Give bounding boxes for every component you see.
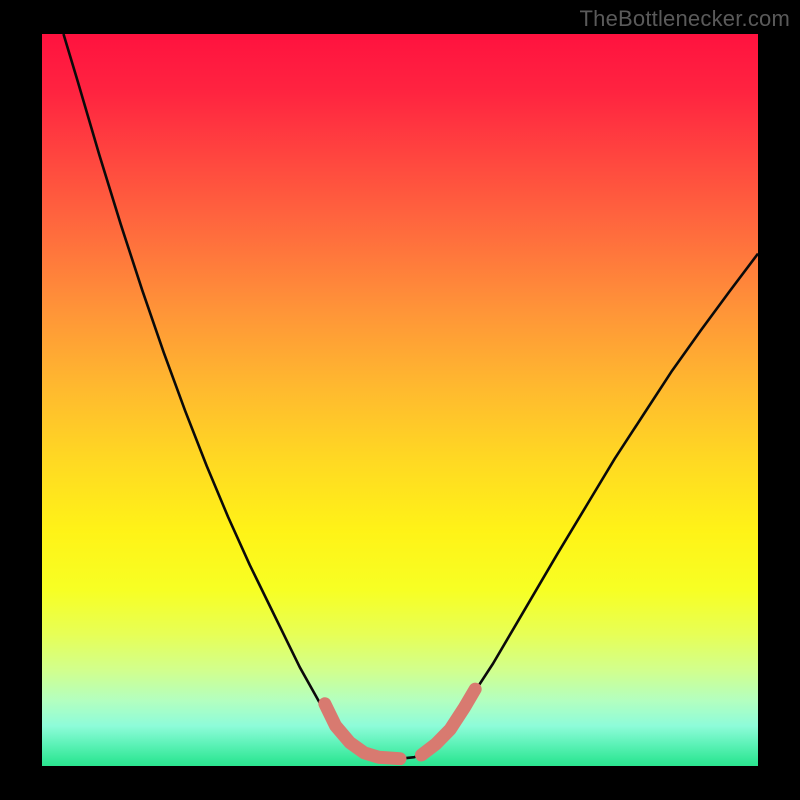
main-curve [63, 34, 758, 759]
highlight-left [325, 704, 400, 759]
chart-container: TheBottlenecker.com [0, 0, 800, 800]
watermark-text: TheBottlenecker.com [580, 6, 790, 32]
plot-area [42, 34, 758, 766]
highlight-right [421, 689, 475, 755]
plot-curves-svg [42, 34, 758, 766]
